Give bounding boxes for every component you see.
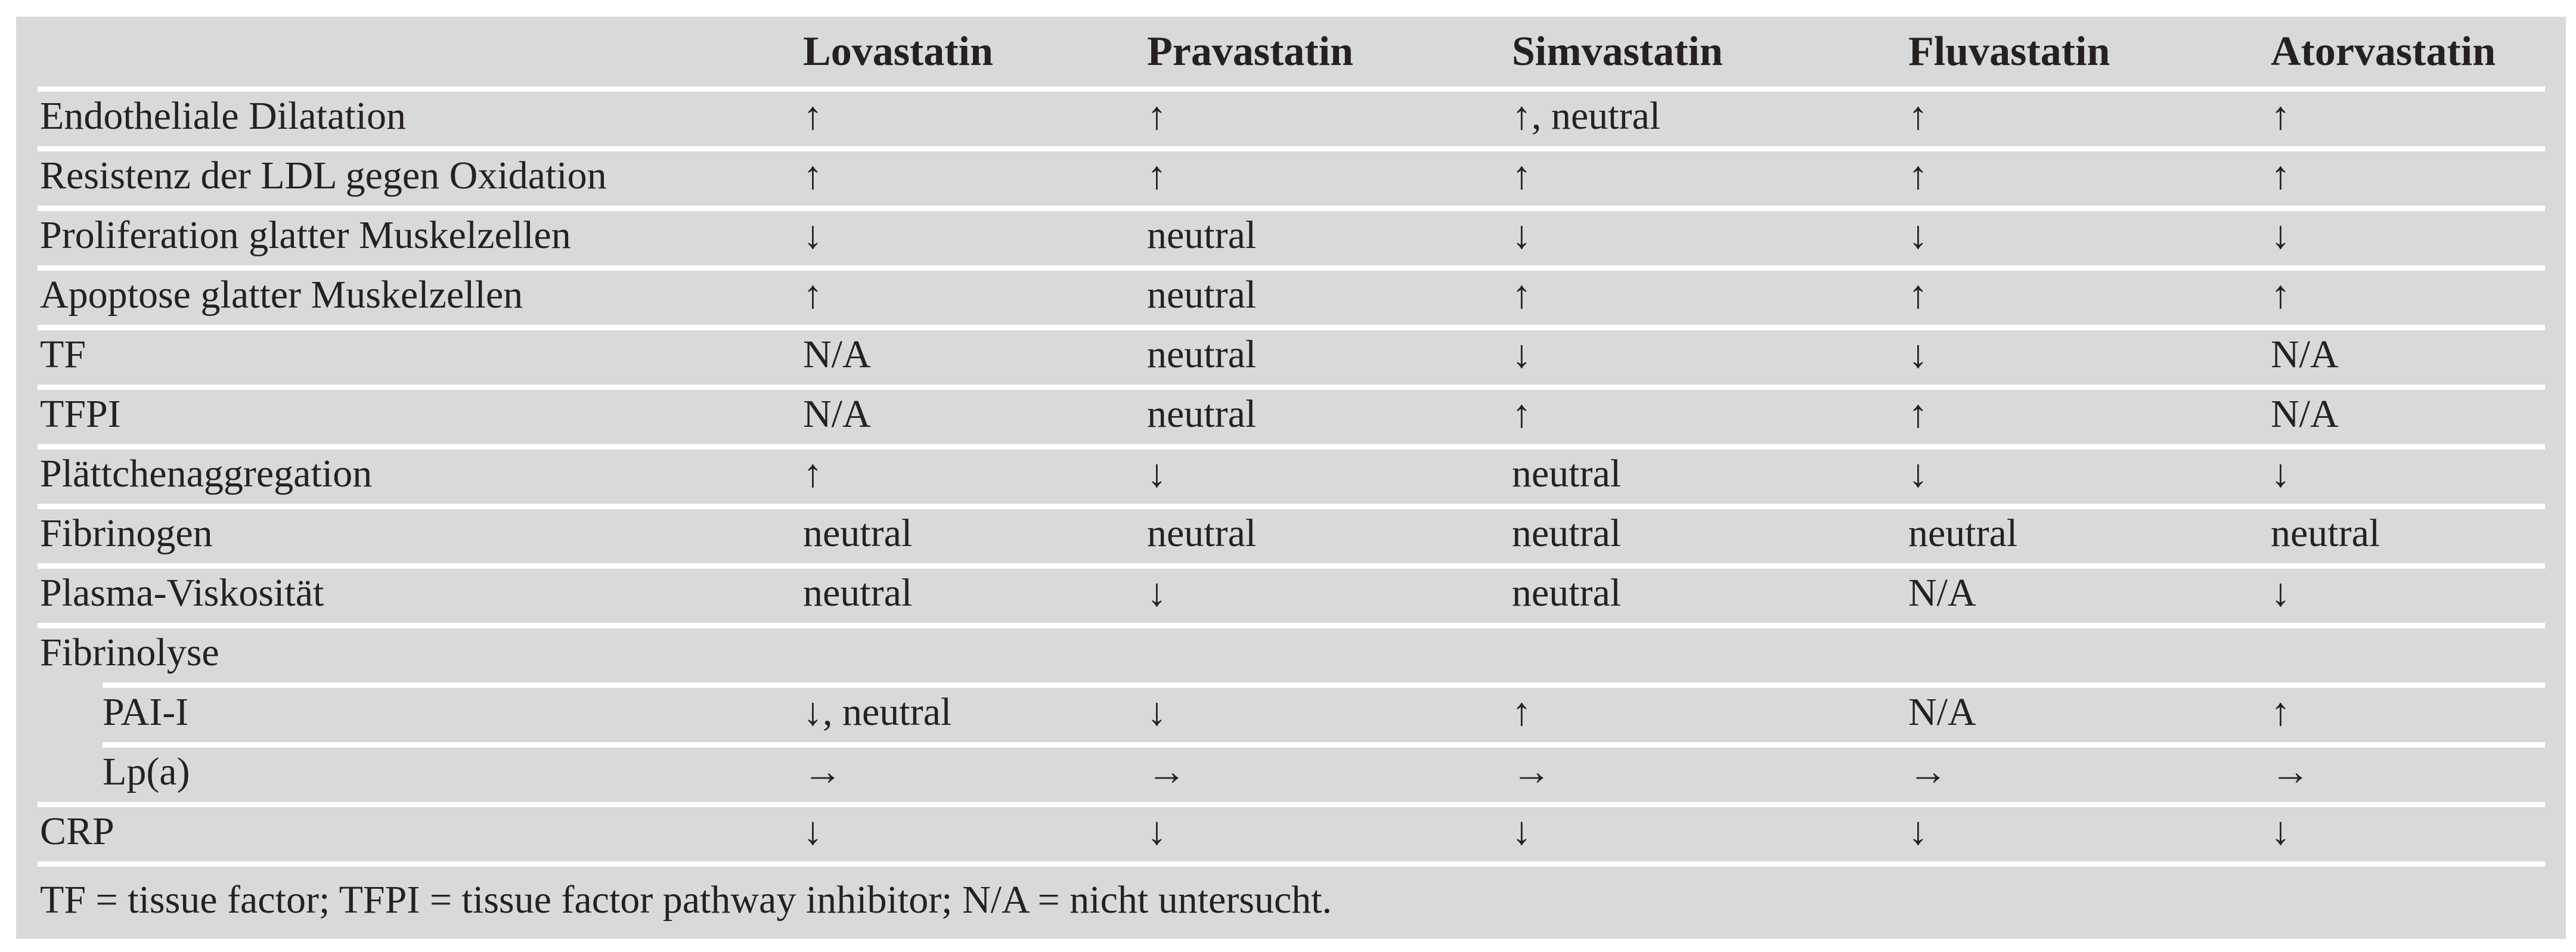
- table-cell: ↑: [803, 154, 823, 197]
- table-row-apoptose-muskelzellen: Apoptose glatter Muskelzellen ↑ neutral …: [16, 265, 2566, 325]
- row-label: Plättchenaggregation: [40, 452, 373, 495]
- table-cell: ↓: [1512, 810, 1532, 853]
- table-cell: ↓: [1147, 690, 1167, 734]
- table-cell: ↑, neutral: [1512, 94, 1661, 138]
- table-cell: ↓: [2271, 571, 2290, 615]
- row-label: TF: [40, 333, 86, 376]
- table-cell: ↑: [1147, 154, 1167, 197]
- table-row-crp: CRP ↓ ↓ ↓ ↓ ↓: [16, 802, 2566, 861]
- table-cell: neutral: [1512, 571, 1622, 615]
- table-cell: N/A: [803, 333, 871, 376]
- table-row-plasma-viskositaet: Plasma-Viskosität neutral ↓ neutral N/A …: [16, 563, 2566, 623]
- table-cell: neutral: [2271, 511, 2380, 555]
- row-label: Plasma-Viskosität: [40, 571, 324, 615]
- table-cell: ↓: [803, 213, 823, 257]
- table-cell: →: [803, 750, 842, 793]
- table-cell: N/A: [1908, 690, 1976, 734]
- table-cell: ↑: [1908, 154, 1928, 197]
- row-label: Fibrinogen: [40, 511, 213, 555]
- table-cell: neutral: [1908, 511, 2018, 555]
- table-cell: ↑: [2271, 273, 2290, 317]
- table-cell: ↓: [1908, 213, 1928, 257]
- table-row-pai-i: PAI-I ↓, neutral ↓ ↑ N/A ↑: [16, 683, 2566, 742]
- table-row-tf: TF N/A neutral ↓ ↓ N/A: [16, 325, 2566, 384]
- table-cell: ↓: [1908, 452, 1928, 495]
- table-cell: neutral: [803, 511, 913, 555]
- table-cell: ↑: [1512, 154, 1532, 197]
- column-header-fluvastatin: Fluvastatin: [1908, 28, 2110, 75]
- footnote-text: TF = tissue factor; TFPI = tissue factor…: [40, 878, 1332, 922]
- table-cell: neutral: [1512, 452, 1622, 495]
- table-cell: N/A: [2271, 392, 2339, 436]
- table-cell: neutral: [1147, 273, 1257, 317]
- table-cell: neutral: [1147, 392, 1257, 436]
- column-header-atorvastatin: Atorvastatin: [2271, 28, 2496, 75]
- table-cell: ↓: [2271, 810, 2290, 853]
- column-header-pravastatin: Pravastatin: [1147, 28, 1354, 75]
- table-cell: ↑: [803, 273, 823, 317]
- table-row-proliferation-muskelzellen: Proliferation glatter Muskelzellen ↓ neu…: [16, 206, 2566, 265]
- table-cell: ↓: [2271, 452, 2290, 495]
- table-cell: ↓: [1147, 452, 1167, 495]
- table-cell: neutral: [1147, 213, 1257, 257]
- table-cell: ↑: [803, 94, 823, 138]
- table-cell: ↑: [1908, 392, 1928, 436]
- table-row-resistenz-ldl: Resistenz der LDL gegen Oxidation ↑ ↑ ↑ …: [16, 146, 2566, 206]
- table-cell: neutral: [1512, 511, 1622, 555]
- table-cell: ↓: [2271, 213, 2290, 257]
- table-cell: ↓: [1147, 810, 1167, 853]
- row-label: Proliferation glatter Muskelzellen: [40, 213, 571, 257]
- table-cell: neutral: [803, 571, 913, 615]
- table-cell: ↑: [1908, 273, 1928, 317]
- table-cell: →: [2271, 750, 2310, 793]
- row-label: Apoptose glatter Muskelzellen: [40, 273, 523, 317]
- column-header-lovastatin: Lovastatin: [803, 28, 993, 75]
- row-label: Fibrinolyse: [40, 631, 219, 674]
- table-cell: ↑: [2271, 154, 2290, 197]
- table-cell: ↑: [1512, 273, 1532, 317]
- row-label: PAI-I: [103, 690, 189, 734]
- table-row-endotheliale-dilatation: Endotheliale Dilatation ↑ ↑ ↑, neutral ↑…: [16, 86, 2566, 146]
- table-cell: neutral: [1147, 511, 1257, 555]
- table-header-row: Lovastatin Pravastatin Simvastatin Fluva…: [16, 17, 2566, 86]
- table-cell: ↓: [1147, 571, 1167, 615]
- column-header-simvastatin: Simvastatin: [1512, 28, 1723, 75]
- table-cell: neutral: [1147, 333, 1257, 376]
- table-cell: N/A: [803, 392, 871, 436]
- table-cell: ↑: [1147, 94, 1167, 138]
- table-cell: →: [1147, 750, 1186, 793]
- table-cell: ↓, neutral: [803, 690, 952, 734]
- table-cell: ↓: [1512, 333, 1532, 376]
- table-row-plaettchenaggregation: Plättchenaggregation ↑ ↓ neutral ↓ ↓: [16, 444, 2566, 504]
- table-cell: →: [1512, 750, 1551, 793]
- table-row-tfpi: TFPI N/A neutral ↑ ↑ N/A: [16, 384, 2566, 444]
- table-cell: →: [1908, 750, 1948, 793]
- table-row-fibrinolyse-group: Fibrinolyse: [16, 623, 2566, 683]
- table-row-lpa: Lp(a) → → → → →: [16, 742, 2566, 802]
- table-cell: N/A: [2271, 333, 2339, 376]
- row-label: TFPI: [40, 392, 121, 436]
- table-cell: N/A: [1908, 571, 1976, 615]
- table-cell: ↓: [803, 810, 823, 853]
- table-cell: ↓: [1908, 333, 1928, 376]
- table-cell: ↑: [1908, 94, 1928, 138]
- statin-effects-table: Lovastatin Pravastatin Simvastatin Fluva…: [16, 17, 2566, 939]
- table-cell: ↓: [1512, 213, 1532, 257]
- table-footnote-row: TF = tissue factor; TFPI = tissue factor…: [16, 861, 2566, 939]
- table-cell: ↑: [2271, 690, 2290, 734]
- table-cell: ↑: [1512, 690, 1532, 734]
- table-cell: ↑: [1512, 392, 1532, 436]
- table-cell: ↓: [1908, 810, 1928, 853]
- row-label: Resistenz der LDL gegen Oxidation: [40, 154, 607, 197]
- table-row-fibrinogen: Fibrinogen neutral neutral neutral neutr…: [16, 504, 2566, 563]
- row-label: CRP: [40, 810, 114, 853]
- table-cell: ↑: [2271, 94, 2290, 138]
- row-label: Endotheliale Dilatation: [40, 94, 406, 138]
- row-label: Lp(a): [103, 750, 190, 793]
- table-cell: ↑: [803, 452, 823, 495]
